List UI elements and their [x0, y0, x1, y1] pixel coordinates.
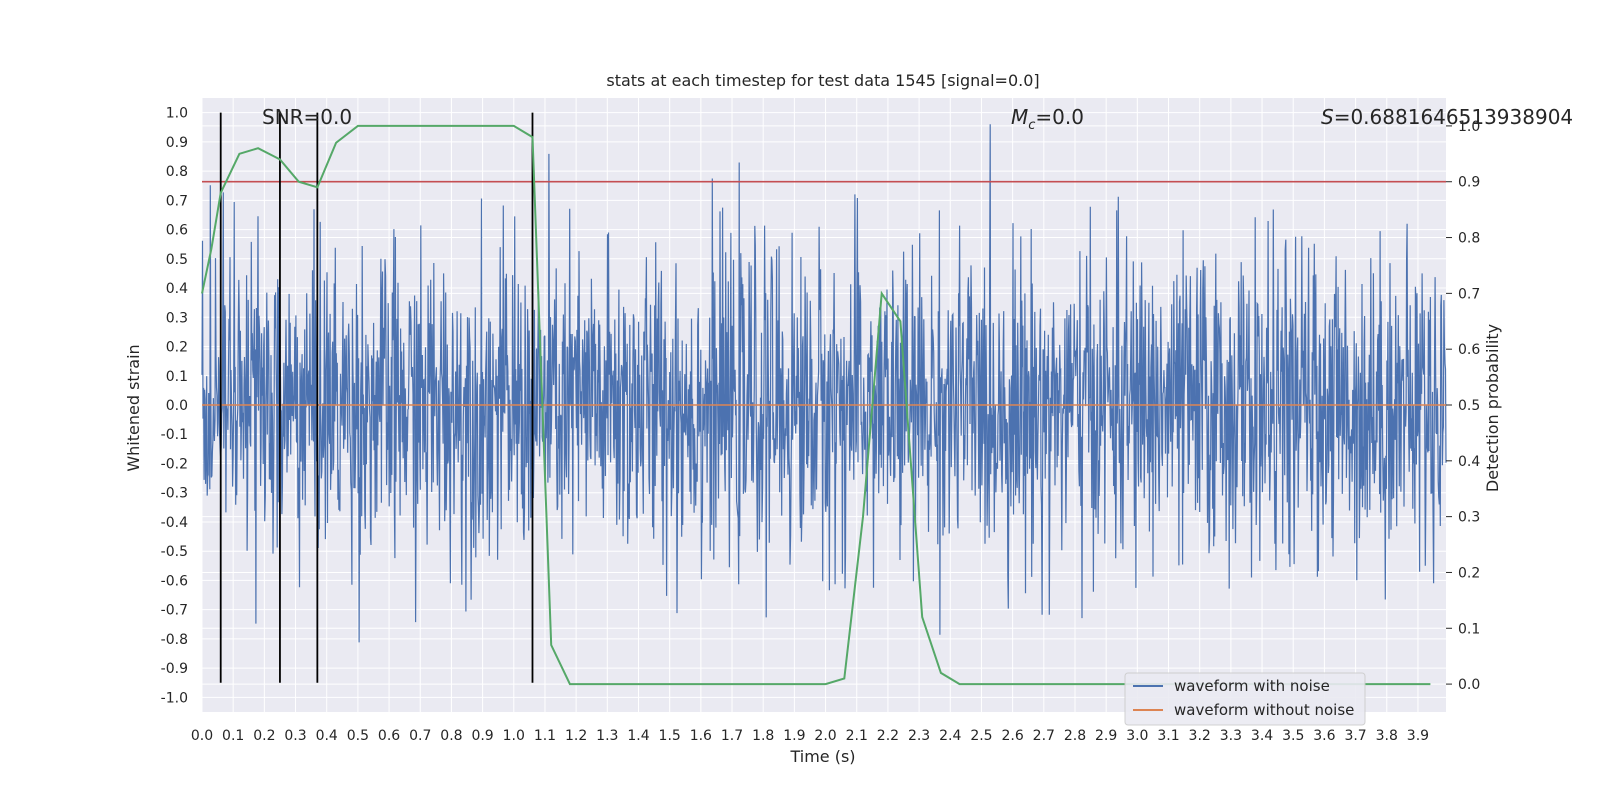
x-tick-label: 3.2 — [1189, 728, 1211, 744]
x-tick-label: 1.1 — [534, 728, 556, 744]
x-axis-label: Time (s) — [789, 747, 855, 766]
waveform-with-noise-series — [201, 124, 1447, 643]
y2-tick-label: 0.4 — [1458, 454, 1480, 470]
y-tick-label: 0.1 — [166, 369, 188, 385]
y-tick-label: -0.6 — [161, 573, 188, 589]
x-tick-label: 3.3 — [1220, 728, 1242, 744]
y-tick-label: -0.5 — [161, 544, 188, 560]
x-tick-label: 2.6 — [1001, 728, 1023, 744]
waveform-with-noise-line — [201, 124, 1447, 643]
y2-tick-label: 0.3 — [1458, 510, 1480, 526]
y-axis-left: 1.0 0.9 0.8 0.7 0.6 0.5 0.4 0.3 0.2 0.1 0.0 -0.1 -0.… — [161, 106, 188, 707]
y2-tick-label: 0.2 — [1458, 565, 1480, 581]
y2-tick-label: 0.1 — [1458, 621, 1480, 637]
x-tick-label: 1.9 — [783, 728, 805, 744]
x-tick-label: 2.8 — [1064, 728, 1086, 744]
x-tick-label: 2.0 — [814, 728, 836, 744]
x-tick-label: 0.7 — [409, 728, 431, 744]
y-tick-label: 0.2 — [166, 340, 188, 356]
y-tick-label: 0.0 — [166, 398, 188, 414]
y2-tick-label: 0.5 — [1458, 398, 1480, 414]
x-tick-label: 0.9 — [471, 728, 493, 744]
overlays — [201, 112, 1446, 686]
x-tick-label: 2.2 — [877, 728, 899, 744]
y-tick-label: 1.0 — [166, 106, 188, 122]
y-axis-label: Whitened strain — [124, 344, 143, 471]
x-tick-label: 0.3 — [284, 728, 306, 744]
x-tick-label: 3.0 — [1126, 728, 1148, 744]
x-tick-label: 1.8 — [752, 728, 774, 744]
y-tick-label: 0.6 — [166, 223, 188, 239]
y2-tick-label: 0.8 — [1458, 231, 1480, 247]
legend-box — [1124, 672, 1366, 726]
x-tick-label: 3.5 — [1282, 728, 1304, 744]
mc-annotation: Mc=0.0 — [1011, 105, 1084, 133]
mc-value: =0.0 — [1035, 105, 1084, 129]
chart-title: stats at each timestep for test data 154… — [606, 71, 1039, 90]
y-tick-label: -1.0 — [161, 690, 188, 706]
legend-label-clean: waveform without noise — [1174, 701, 1354, 719]
y2-tick-label: 0.7 — [1458, 286, 1480, 302]
y-tick-label: -0.2 — [161, 456, 188, 472]
y-tick-label: 0.5 — [166, 252, 188, 268]
mc-symbol: M — [1011, 105, 1028, 129]
x-tick-label: 3.9 — [1407, 728, 1429, 744]
s-value: =0.6881646513938904 — [1334, 105, 1573, 129]
x-tick-label: 0.5 — [347, 728, 369, 744]
y-tick-label: 0.4 — [166, 281, 188, 297]
x-tick-label: 2.9 — [1095, 728, 1117, 744]
x-tick-label: 2.7 — [1033, 728, 1055, 744]
x-tick-label: 2.5 — [970, 728, 992, 744]
s-symbol: S — [1321, 105, 1334, 129]
x-tick-label: 0.8 — [440, 728, 462, 744]
y-tick-label: -0.8 — [161, 632, 188, 648]
mc-subscript: c — [1028, 118, 1035, 133]
x-tick-label: 1.3 — [596, 728, 618, 744]
legend: waveform with noise waveform without noi… — [1124, 672, 1366, 726]
y2-tick-label: 0.6 — [1458, 342, 1480, 358]
s-annotation: S=0.6881646513938904 — [1321, 105, 1573, 129]
x-tick-label: 2.3 — [908, 728, 930, 744]
y-tick-label: -0.9 — [161, 661, 188, 677]
x-tick-label: 0.6 — [378, 728, 400, 744]
y-tick-label: -0.7 — [161, 603, 188, 619]
x-tick-label: 0.2 — [253, 728, 275, 744]
x-tick-label: 3.8 — [1376, 728, 1398, 744]
x-tick-label: 1.0 — [503, 728, 525, 744]
y2-axis-label: Detection probability — [1483, 324, 1502, 492]
x-tick-label: 1.4 — [627, 728, 649, 744]
x-tick-label: 1.2 — [565, 728, 587, 744]
x-tick-label: 1.7 — [721, 728, 743, 744]
x-axis: 0.0 0.1 0.2 0.3 0.4 0.5 0.6 0.7 0.8 0.9 1.0 1.1 1.2 1… — [191, 728, 1429, 744]
y-tick-label: 0.7 — [166, 193, 188, 209]
y-tick-label: 0.3 — [166, 310, 188, 326]
y2-tick-label: 1.0 — [1458, 119, 1480, 135]
snr-annotation: SNR=0.0 — [262, 105, 352, 129]
x-tick-label: 3.1 — [1157, 728, 1179, 744]
x-tick-label: 1.5 — [659, 728, 681, 744]
x-tick-label: 2.1 — [846, 728, 868, 744]
y-tick-label: -0.4 — [161, 515, 188, 531]
detection-probability-line — [201, 124, 1431, 686]
x-tick-label: 3.4 — [1251, 728, 1273, 744]
x-tick-label: 1.6 — [690, 728, 712, 744]
y2-tick-label: 0.9 — [1458, 175, 1480, 191]
y-tick-label: 0.8 — [166, 164, 188, 180]
y-tick-label: -0.3 — [161, 486, 188, 502]
y-tick-label: 0.9 — [166, 135, 188, 151]
legend-label-noise: waveform with noise — [1174, 677, 1330, 695]
x-tick-label: 0.4 — [316, 728, 338, 744]
x-tick-label: 2.4 — [939, 728, 961, 744]
y-axis-right: 1.0 0.9 0.8 0.7 0.6 0.5 0.4 0.3 0.2 0.1 0.0 — [1446, 119, 1480, 693]
x-tick-label: 0.0 — [191, 728, 213, 744]
x-tick-label: 3.6 — [1313, 728, 1335, 744]
x-tick-label: 0.1 — [222, 728, 244, 744]
x-tick-label: 3.7 — [1344, 728, 1366, 744]
y2-tick-label: 0.0 — [1458, 677, 1480, 693]
y-tick-label: -0.1 — [161, 427, 188, 443]
